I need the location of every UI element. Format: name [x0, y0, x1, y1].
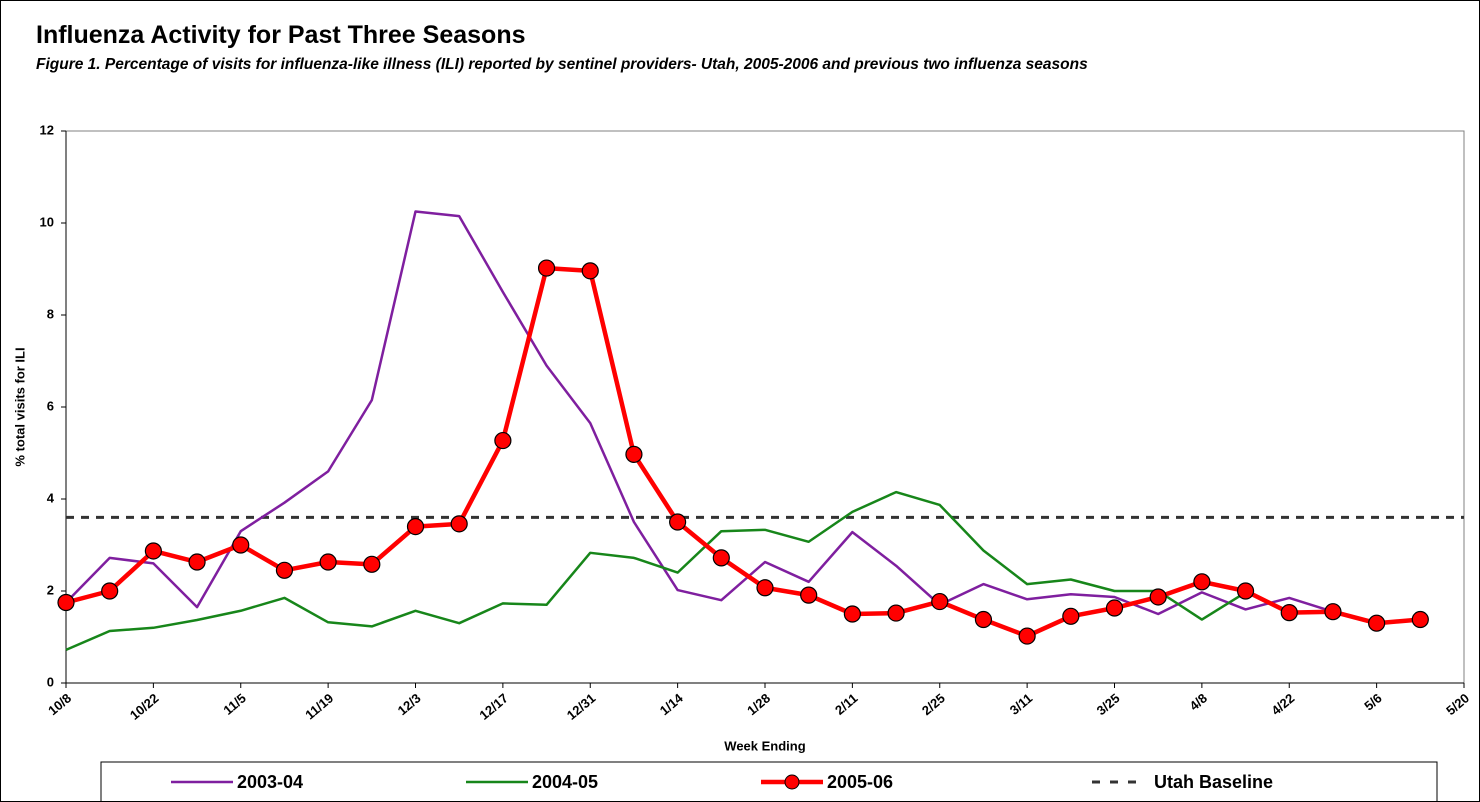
x-tick-label: 11/5 [220, 690, 248, 717]
x-tick-label: 3/11 [1007, 690, 1035, 717]
data-point [101, 582, 119, 600]
data-point [275, 561, 294, 579]
x-tick-label: 4/8 [1187, 690, 1210, 713]
x-tick-label: 12/3 [395, 690, 424, 718]
x-tick-label: 2/25 [919, 690, 948, 718]
y-tick-label: 4 [47, 490, 55, 505]
data-point [1280, 604, 1298, 622]
x-tick-label: 1/28 [744, 690, 773, 718]
data-point [232, 536, 250, 554]
data-point [974, 610, 993, 629]
data-point [1062, 607, 1080, 625]
data-point [494, 431, 512, 450]
y-tick-label: 12 [40, 122, 54, 137]
data-point [931, 592, 949, 611]
y-tick-label: 6 [47, 398, 54, 413]
x-tick-label: 4/22 [1268, 690, 1297, 718]
data-point [712, 549, 730, 567]
data-point [843, 605, 861, 623]
data-point [1411, 610, 1429, 629]
data-point [57, 593, 75, 612]
data-point [1105, 599, 1124, 617]
x-tick-label: 5/20 [1443, 690, 1472, 718]
chart-subtitle: Figure 1. Percentage of visits for influ… [36, 56, 1088, 73]
data-point [800, 586, 818, 604]
legend-label: 2004-05 [532, 772, 598, 792]
data-point [669, 513, 687, 531]
data-point [188, 553, 206, 571]
x-tick-label: 12/17 [476, 690, 511, 722]
x-tick-label: 3/25 [1094, 690, 1123, 718]
legend-label: 2003-04 [237, 772, 303, 792]
data-point [1236, 582, 1255, 600]
y-tick-label: 0 [47, 674, 54, 689]
y-tick-label: 10 [40, 214, 54, 229]
x-tick-label: 1/14 [657, 690, 687, 718]
legend-label: Utah Baseline [1154, 772, 1273, 792]
data-point [1368, 614, 1386, 632]
series-line [65, 210, 1334, 616]
data-point [144, 542, 162, 560]
data-point [887, 604, 905, 622]
data-point [581, 262, 599, 280]
legend-label: 2005-06 [827, 772, 893, 792]
data-point [1018, 627, 1036, 645]
x-axis-title: Week Ending [724, 738, 805, 753]
x-tick-label: 12/31 [564, 690, 599, 722]
data-point [1324, 603, 1342, 621]
y-tick-label: 2 [47, 582, 54, 597]
x-tick-label: 2/11 [832, 690, 860, 717]
series-line [65, 490, 1247, 652]
y-tick-label: 8 [47, 306, 54, 321]
y-axis-title: % total visits for ILI [12, 347, 27, 466]
data-point [450, 515, 468, 533]
data-point [625, 445, 643, 463]
data-point [1149, 588, 1167, 606]
data-point [537, 259, 556, 277]
data-point [363, 555, 381, 573]
data-point [406, 517, 425, 536]
chart-title: Influenza Activity for Past Three Season… [36, 21, 526, 49]
legend-marker [784, 774, 800, 790]
data-point [319, 553, 337, 571]
x-tick-label: 5/6 [1361, 690, 1384, 713]
x-tick-label: 10/22 [127, 690, 162, 722]
data-point [756, 579, 774, 597]
data-point [1193, 573, 1211, 591]
x-tick-label: 11/19 [302, 690, 336, 722]
x-tick-label: 10/8 [45, 690, 74, 718]
